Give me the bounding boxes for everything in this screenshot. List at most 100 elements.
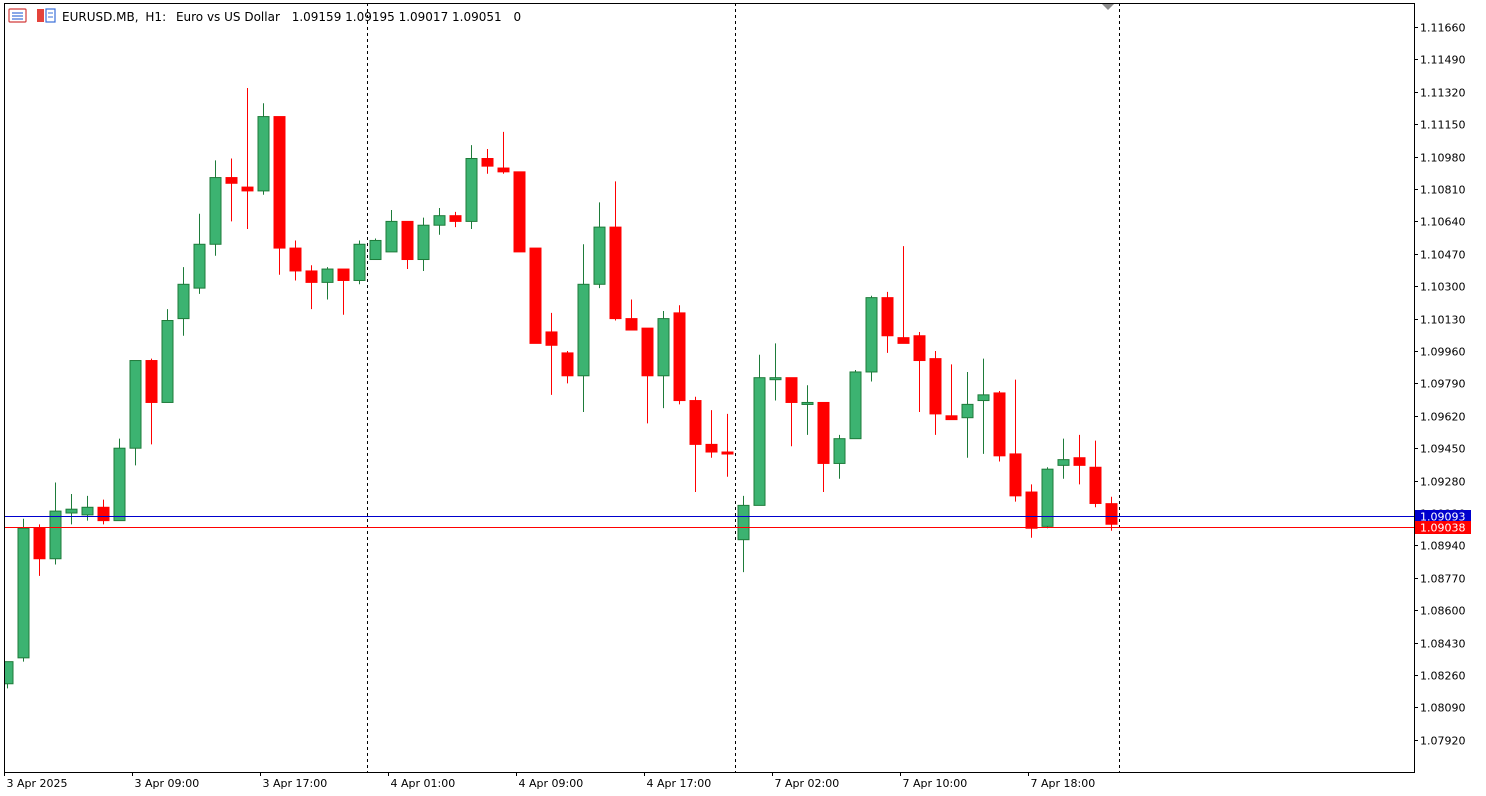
plot-inner <box>4 3 1120 772</box>
candle-body <box>177 283 190 320</box>
candle-body <box>929 358 942 415</box>
candle <box>529 247 542 344</box>
candle <box>449 211 462 228</box>
price-tick-label: 1.09280 <box>1420 476 1466 489</box>
candle-body <box>305 270 318 283</box>
candle-body <box>289 247 302 272</box>
candle-body <box>449 215 462 222</box>
candle-body <box>1025 491 1038 529</box>
candle-body <box>993 392 1006 457</box>
candle-body <box>881 297 894 337</box>
candle-body <box>481 158 494 167</box>
candle <box>801 385 814 435</box>
candle-body <box>865 297 878 373</box>
bid-price-tag: 1.09093 <box>1415 510 1471 524</box>
candle <box>993 391 1006 462</box>
price-tick-label: 1.08940 <box>1420 540 1466 553</box>
candle <box>945 364 958 421</box>
candle-body <box>897 337 910 344</box>
chart-properties-icon[interactable] <box>37 8 56 23</box>
candle <box>593 202 606 289</box>
candle <box>705 410 718 458</box>
price-tick-label: 1.09960 <box>1420 346 1466 359</box>
candle <box>497 131 510 174</box>
candle-body <box>849 371 862 440</box>
candle <box>481 148 494 174</box>
candle-body <box>1089 466 1102 504</box>
ask-tag-bg <box>1415 521 1471 534</box>
price-tick-label: 1.10470 <box>1420 249 1466 262</box>
candle-body <box>769 377 782 381</box>
candle-body <box>273 116 286 249</box>
candle-body <box>529 247 542 344</box>
candle-body <box>385 220 398 253</box>
time-tick-label: 7 Apr 02:00 <box>775 777 840 790</box>
candle-body <box>913 335 926 362</box>
price-tick-label: 1.08090 <box>1420 702 1466 715</box>
candle <box>977 358 990 454</box>
candle-body <box>465 158 478 222</box>
price-lines <box>4 516 1414 528</box>
price-tick-label: 1.10980 <box>1420 152 1466 165</box>
candle <box>129 360 142 466</box>
candle <box>4 661 14 689</box>
candle <box>145 358 158 445</box>
candle <box>817 401 830 493</box>
candle <box>785 377 798 447</box>
shift-marker-icon[interactable] <box>1102 4 1114 10</box>
candle <box>913 331 926 412</box>
candle-body <box>4 661 14 685</box>
candle-body <box>369 239 382 261</box>
price-tick-label: 1.09790 <box>1420 378 1466 391</box>
candle-body <box>833 438 846 464</box>
volume-label: 0 <box>513 10 521 24</box>
candle <box>721 413 734 477</box>
price-tick-label: 1.10810 <box>1420 184 1466 197</box>
bid-tag-label: 1.09093 <box>1420 511 1466 524</box>
candle-body <box>737 504 750 541</box>
candle <box>689 396 702 493</box>
candle-body <box>241 186 254 192</box>
candle-body <box>17 527 30 659</box>
candle <box>321 267 334 300</box>
candle <box>513 171 526 253</box>
candle <box>849 370 862 440</box>
candle-body <box>673 312 686 402</box>
candle <box>1057 438 1070 479</box>
symbol-menu-icon[interactable] <box>8 8 27 23</box>
description-label: Euro vs US Dollar <box>176 10 280 24</box>
candle <box>337 268 350 315</box>
candle <box>625 299 638 331</box>
price-tick-label: 1.11320 <box>1420 87 1466 100</box>
candle-body <box>1073 457 1086 466</box>
candle-body <box>1105 503 1118 525</box>
candle <box>273 116 286 275</box>
candle <box>1025 484 1038 538</box>
candle <box>1073 434 1086 485</box>
candle-body <box>625 318 638 331</box>
candle <box>929 351 942 435</box>
candle-body <box>129 360 142 449</box>
candle-body <box>193 243 206 289</box>
candle-body <box>721 451 734 455</box>
candle <box>401 220 414 270</box>
candle <box>1041 467 1054 529</box>
candle-body <box>961 403 974 419</box>
plot-frame <box>4 3 1415 773</box>
ohlc-label: 1.09159 1.09195 1.09017 1.09051 <box>292 10 502 24</box>
candle <box>961 371 974 458</box>
plot-area[interactable] <box>2 3 1120 772</box>
symbol-label: EURUSD.MB <box>62 10 135 24</box>
price-tick-label: 1.10300 <box>1420 281 1466 294</box>
candle <box>289 240 302 281</box>
price-tick-label: 1.08430 <box>1420 638 1466 651</box>
candle <box>33 524 46 576</box>
price-tick-label: 1.11660 <box>1420 22 1466 35</box>
candle-body <box>1057 459 1070 466</box>
candle <box>641 327 654 424</box>
time-tick-label: 7 Apr 18:00 <box>1031 777 1096 790</box>
candle-body <box>257 116 270 192</box>
